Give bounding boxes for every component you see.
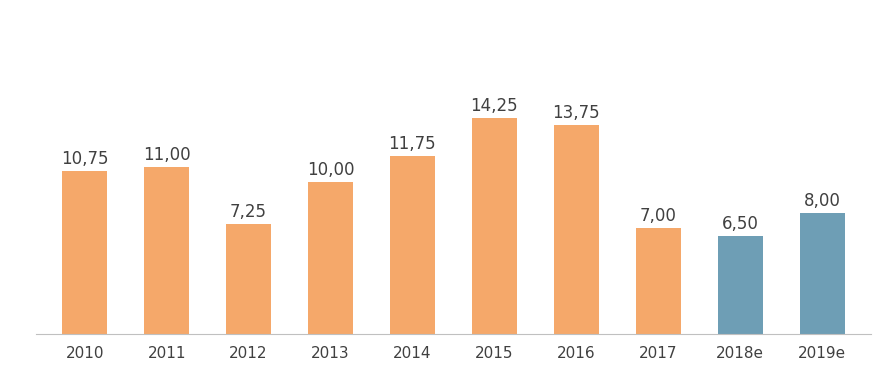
Text: 10,00: 10,00 xyxy=(307,162,354,179)
Text: 14,25: 14,25 xyxy=(470,97,518,115)
Text: 6,50: 6,50 xyxy=(722,215,758,233)
Text: 7,25: 7,25 xyxy=(230,203,267,221)
Text: 8,00: 8,00 xyxy=(804,192,840,210)
Bar xyxy=(308,182,353,334)
Bar xyxy=(144,167,189,334)
Bar xyxy=(717,236,763,334)
Bar xyxy=(226,224,271,334)
Bar xyxy=(799,213,845,334)
Text: 7,00: 7,00 xyxy=(640,207,677,225)
Text: 10,75: 10,75 xyxy=(61,150,108,168)
Text: 11,00: 11,00 xyxy=(143,146,190,164)
Bar xyxy=(554,125,599,334)
Bar xyxy=(62,171,108,334)
Text: 11,75: 11,75 xyxy=(388,135,436,153)
Bar xyxy=(390,156,435,334)
Text: 13,75: 13,75 xyxy=(552,105,600,122)
Bar xyxy=(472,118,517,334)
Bar xyxy=(636,228,681,334)
